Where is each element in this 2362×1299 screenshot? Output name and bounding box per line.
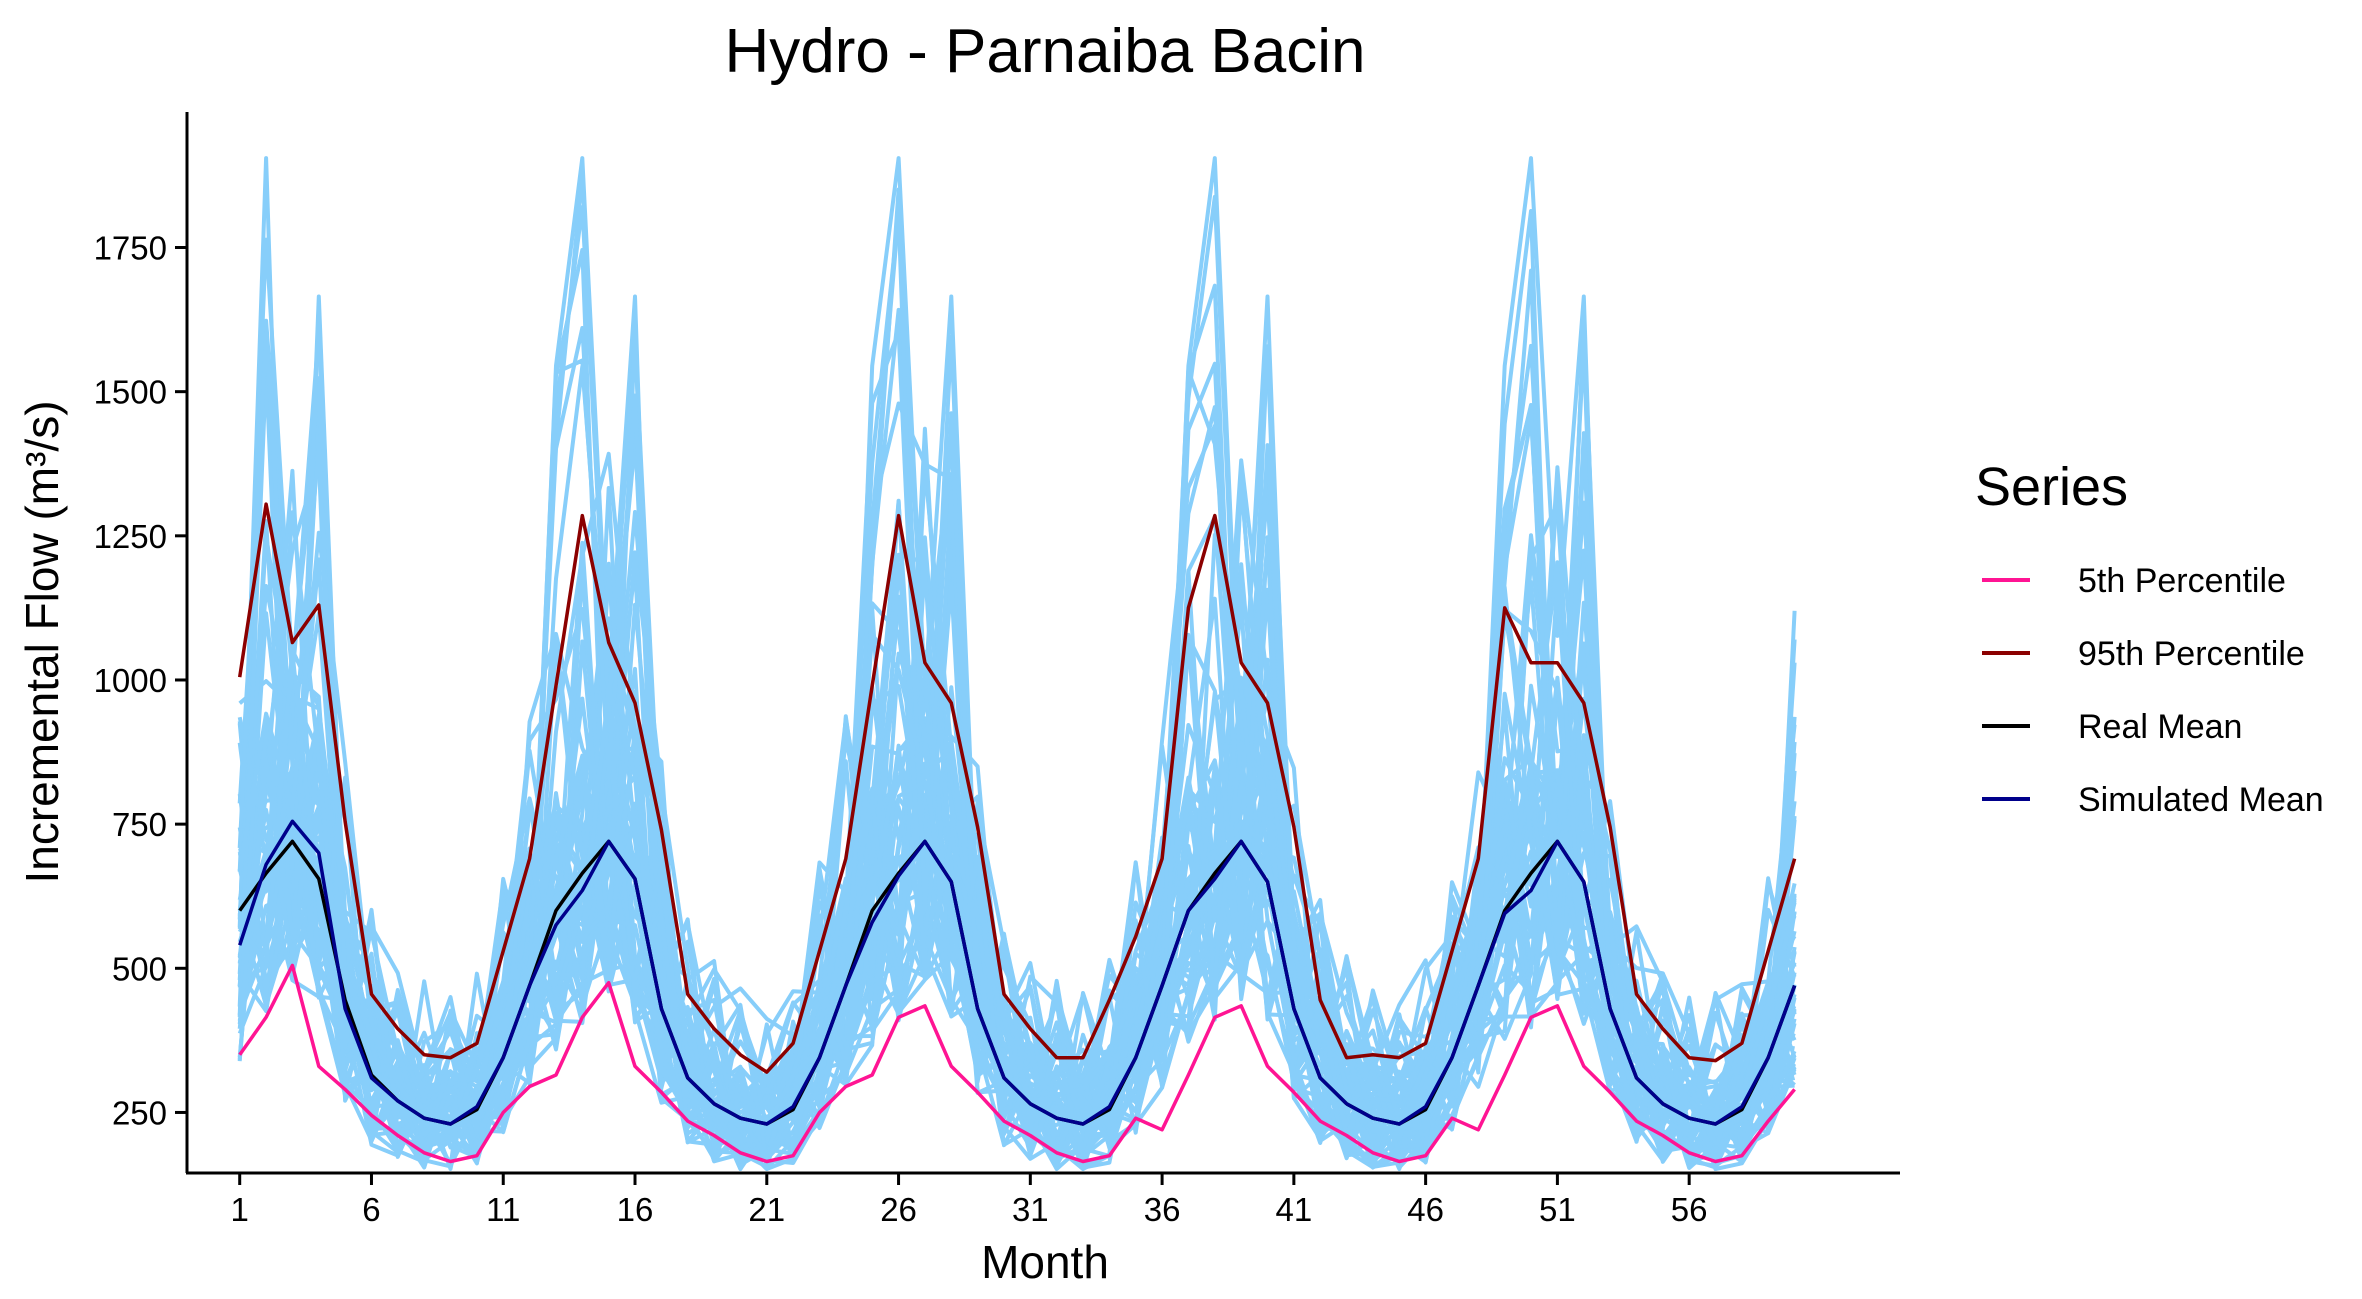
x-tick-label: 16 — [617, 1191, 654, 1228]
x-tick-label: 36 — [1144, 1191, 1181, 1228]
simulated-scenarios — [237, 156, 1797, 1171]
axes — [185, 112, 1900, 1175]
legend-label: Real Mean — [2078, 708, 2242, 746]
y-tick-label: 1750 — [94, 230, 167, 267]
x-tick-label: 11 — [486, 1191, 520, 1228]
legend: Series 5th Percentile 95th Percentile Real… — [1975, 457, 2324, 819]
x-tick-label: 26 — [880, 1191, 917, 1228]
x-tick-label: 6 — [362, 1191, 380, 1228]
legend-title: Series — [1975, 457, 2128, 517]
x-tick-label: 56 — [1671, 1191, 1708, 1228]
scenario-line — [237, 510, 1797, 1170]
scenario-line — [237, 477, 1797, 1164]
x-tick-label: 51 — [1539, 1191, 1576, 1228]
series-line-simulated-mean — [238, 819, 1797, 1126]
y-tick-label: 1000 — [94, 662, 167, 699]
legend-items: 5th Percentile 95th Percentile Real Mean Si… — [1982, 562, 2324, 819]
x-tick-label: 21 — [748, 1191, 785, 1228]
series-lines — [237, 502, 1797, 1164]
y-tick-label: 1500 — [94, 374, 167, 411]
y-tick-label: 500 — [112, 950, 167, 987]
y-ticks: 250 500 750 1000 1250 1500 1750 — [94, 230, 187, 1131]
y-axis-title: Incremental Flow (m³/s) — [16, 400, 68, 883]
x-axis-title: Month — [981, 1236, 1109, 1288]
scenario-line — [237, 540, 1797, 1170]
y-tick-label: 250 — [112, 1094, 167, 1131]
chart-title: Hydro - Parnaiba Bacin — [725, 17, 1366, 86]
x-tick-label: 1 — [231, 1191, 249, 1228]
x-ticks: 1 6 11 16 21 26 31 36 41 46 51 56 — [231, 1173, 1708, 1228]
series-line-95th-percentile — [237, 502, 1797, 1074]
y-tick-label: 1250 — [94, 518, 167, 555]
legend-label: 5th Percentile — [2078, 562, 2286, 600]
x-tick-label: 46 — [1407, 1191, 1444, 1228]
y-tick-label: 750 — [112, 806, 167, 843]
legend-label: Simulated Mean — [2078, 781, 2324, 819]
series-line-5th-percentile — [238, 963, 1796, 1164]
scenario-line — [238, 532, 1797, 1165]
legend-label: 95th Percentile — [2078, 635, 2305, 673]
x-tick-label: 41 — [1276, 1191, 1313, 1228]
x-tick-label: 31 — [1012, 1191, 1049, 1228]
